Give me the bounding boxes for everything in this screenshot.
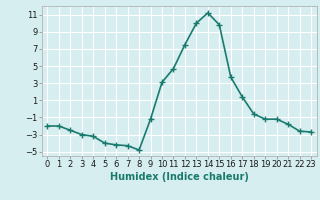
X-axis label: Humidex (Indice chaleur): Humidex (Indice chaleur) xyxy=(110,172,249,182)
